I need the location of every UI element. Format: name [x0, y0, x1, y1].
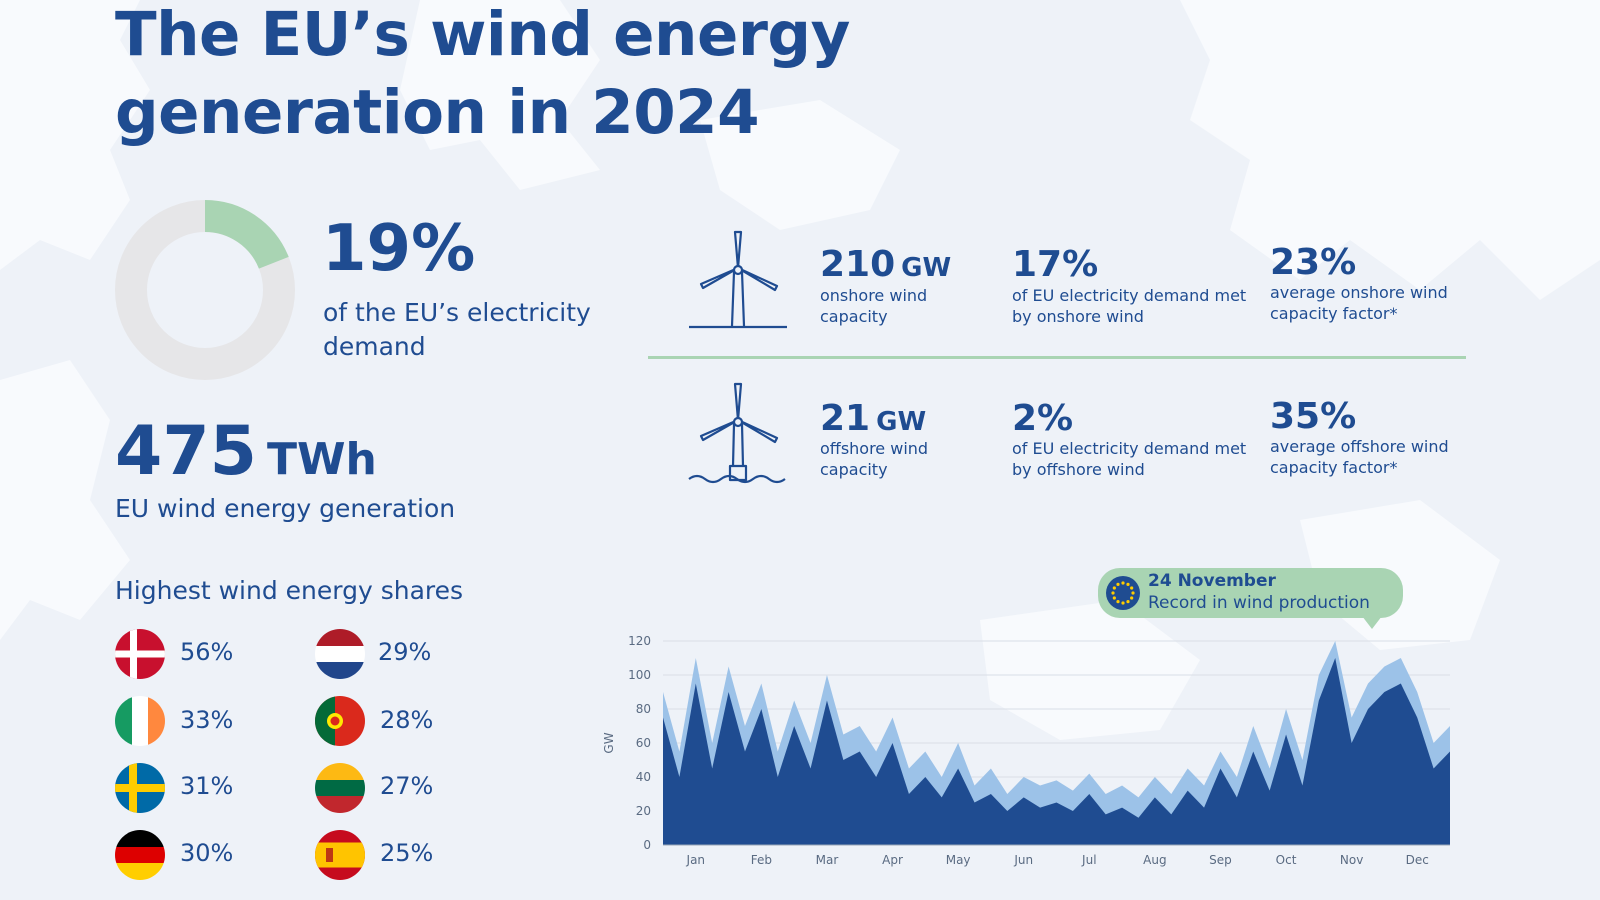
offshore-capacity-unit: GW [876, 407, 927, 437]
y-tick-label: 0 [643, 838, 651, 852]
onshore-demand-value: 17% [1012, 244, 1099, 285]
y-tick-label: 20 [636, 804, 651, 818]
generation-description: EU wind energy generation [115, 494, 456, 523]
x-tick-label: Oct [1276, 853, 1297, 867]
x-tick-label: May [946, 853, 971, 867]
eu-flag-icon [1106, 576, 1140, 610]
eu-star [1116, 600, 1120, 604]
offshore-capacity-value: 21 GW [820, 398, 926, 439]
eu-star [1116, 582, 1120, 586]
x-tick-label: Nov [1340, 853, 1363, 867]
offshore-factor-description: average offshore wind capacity factor* [1270, 437, 1449, 477]
demand-share-description: of the EU’s electricity demand [323, 298, 591, 361]
spain-flag [315, 830, 365, 880]
callout-date: 24 November [1148, 571, 1276, 591]
share-spain: 25% [380, 839, 434, 867]
x-tick-label: Feb [751, 853, 772, 867]
highest-shares-title: Highest wind energy shares [115, 576, 464, 605]
y-axis-label: GW [602, 732, 616, 753]
eu-star [1126, 600, 1130, 604]
onshore-factor-value: 23% [1270, 242, 1357, 283]
page-title: The EU’s wind energy generation in 2024 [115, 0, 850, 152]
onshore-capacity-number: 210 [820, 244, 896, 285]
y-tick-label: 120 [628, 634, 651, 648]
section-divider [648, 356, 1466, 359]
netherlands-flag [315, 629, 365, 679]
eu-star [1130, 596, 1134, 600]
germany-flag [115, 830, 165, 880]
title-line-1: The EU’s wind energy [115, 0, 850, 70]
title-line-2: generation in 2024 [115, 77, 760, 148]
x-tick-label: Jun [1013, 853, 1033, 867]
offshore-demand-value: 2% [1012, 398, 1074, 439]
generation-value: 475 [115, 412, 257, 491]
offshore-factor-value: 35% [1270, 396, 1357, 437]
share-denmark: 56% [180, 638, 234, 666]
denmark-flag [115, 629, 165, 679]
onshore-demand-description: of EU electricity demand met by onshore … [1012, 286, 1247, 326]
x-tick-label: Aug [1143, 853, 1166, 867]
share-netherlands: 29% [378, 638, 432, 666]
eu-star [1121, 581, 1125, 585]
eu-star [1112, 596, 1116, 600]
eu-star [1112, 586, 1116, 590]
share-portugal: 28% [380, 706, 434, 734]
eu-star [1121, 601, 1125, 605]
demand-share-value: 19% [322, 212, 476, 286]
x-tick-label: Jul [1081, 853, 1096, 867]
onshore-capacity-unit: GW [901, 253, 952, 283]
offshore-demand-description: of EU electricity demand met by offshore… [1012, 439, 1247, 479]
callout-pointer [1362, 616, 1382, 629]
onshore-capacity-description: onshore wind capacity [820, 286, 928, 326]
eu-star [1126, 582, 1130, 586]
y-tick-label: 100 [628, 668, 651, 682]
offshore-wind-turbine-icon [688, 382, 786, 484]
share-lithuania: 27% [380, 772, 434, 800]
y-tick-label: 60 [636, 736, 651, 750]
offshore-capacity-number: 21 [820, 398, 871, 439]
eu-star [1111, 591, 1115, 595]
record-callout [1098, 568, 1403, 618]
share-sweden: 31% [180, 772, 234, 800]
series-area-1 [663, 658, 1450, 845]
onshore-wind-turbine-icon [689, 230, 787, 329]
eu-star [1131, 591, 1135, 595]
x-tick-label: Sep [1209, 853, 1232, 867]
x-tick-label: Dec [1406, 853, 1429, 867]
demand-share-donut [115, 200, 295, 380]
share-germany: 30% [180, 839, 234, 867]
lithuania-flag [315, 763, 365, 813]
portugal-flag [315, 696, 365, 746]
generation-total: 475 TWh [115, 412, 377, 491]
share-ireland: 33% [180, 706, 234, 734]
x-tick-label: Apr [882, 853, 903, 867]
generation-unit: TWh [266, 434, 377, 485]
onshore-factor-description: average onshore wind capacity factor* [1270, 283, 1448, 323]
callout-text: Record in wind production [1148, 593, 1370, 613]
onshore-capacity-value: 210 GW [820, 244, 951, 285]
ireland-flag [115, 696, 165, 746]
donut-filled-arc [204, 200, 289, 270]
eu-star [1130, 586, 1134, 590]
sweden-flag [115, 763, 165, 813]
x-tick-label: Jan [686, 853, 706, 867]
x-tick-label: Mar [816, 853, 839, 867]
y-tick-label: 80 [636, 702, 651, 716]
offshore-capacity-description: offshore wind capacity [820, 439, 929, 479]
y-tick-label: 40 [636, 770, 651, 784]
wind-production-chart: 0 20 40 60 80 100 120 GW Jan Feb Mar Apr May Jun Jul Au… [602, 634, 1450, 867]
